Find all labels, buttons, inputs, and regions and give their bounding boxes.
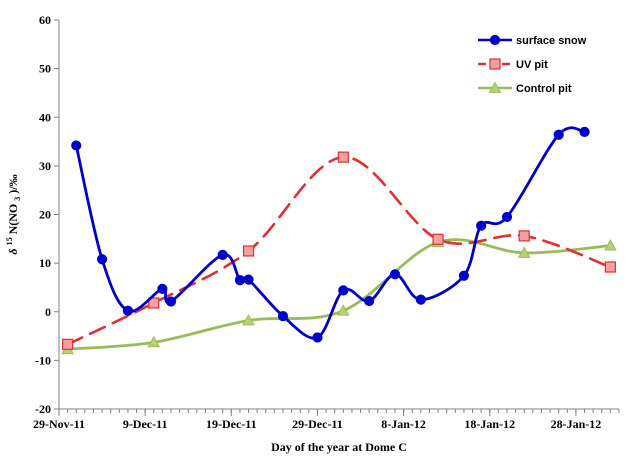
y-tick-label: 50 [39,62,51,76]
series-layer [61,126,617,355]
x-tick-label: 8-Jan-12 [381,417,426,431]
data-point-surface-snow [277,311,289,322]
data-point-uv-pit [432,233,444,245]
data-point-surface-snow [415,294,426,305]
series-uv-pit [62,151,616,350]
data-point-surface-snow [165,296,177,307]
data-point-control-pit [336,304,350,316]
data-point-uv-pit [604,261,616,273]
x-tick-label: 28-Jan-12 [551,417,602,431]
data-point-surface-snow [364,295,375,307]
y-tick-label: -20 [35,402,51,416]
y-axis-title-end: )/‰ [6,174,20,193]
series-surface-snow [71,126,590,343]
data-point-control-pit [604,239,617,251]
data-point-surface-snow [217,249,228,260]
data-point-uv-pit [148,297,160,309]
data-point-surface-snow [458,270,470,281]
y-axis-title-rest: N(NO [6,204,20,235]
data-point-surface-snow [234,275,246,286]
data-point-control-pit [242,313,255,326]
data-point-surface-snow [243,274,254,285]
y-tick-label: 20 [39,208,51,222]
y-tick-label: 60 [39,13,51,27]
data-point-uv-pit [518,230,530,242]
series-line-uv-pit [66,155,612,346]
legend-marker-uv-pit [489,58,501,70]
y-tick-label: 10 [39,256,51,270]
y-tick-label: 0 [45,305,51,319]
legend-marker-surface-snow [489,34,501,46]
x-tick-label: 29-Dec-11 [292,417,343,431]
y-tick-label: -10 [35,353,51,367]
data-point-surface-snow [157,283,168,294]
legend-marker-control-pit [488,81,502,93]
data-point-surface-snow [71,140,82,151]
data-point-surface-snow [122,305,134,316]
x-tick-label: 19-Dec-11 [206,417,257,431]
x-axis-title: Day of the year at Dome C [271,440,407,454]
data-point-surface-snow [553,129,564,140]
chart-legend: surface snow UV pit Control pit [478,34,587,95]
y-tick-label: 30 [39,159,51,173]
data-point-uv-pit [337,151,349,163]
data-point-surface-snow [476,220,487,231]
y-axis-ticks: -20 -10 0 10 20 30 40 50 60 [35,13,59,416]
data-point-uv-pit [62,338,74,350]
legend-label-control-pit: Control pit [516,83,572,95]
data-point-surface-snow [338,285,349,296]
x-tick-label: 9-Dec-11 [123,417,168,431]
legend-label-uv-pit: UV pit [516,59,548,71]
series-control-pit [61,235,617,355]
data-point-surface-snow [389,269,401,280]
data-point-uv-pit [242,245,255,257]
x-tick-label: 29-Nov-11 [33,417,85,431]
x-axis-ticks: 29-Nov-11 9-Dec-11 19-Dec-11 29-Dec-11 8-Jan… [33,409,620,431]
data-point-control-pit [147,335,161,348]
y-tick-label: 40 [39,110,51,124]
x-tick-label: 18-Jan-12 [464,417,515,431]
data-point-surface-snow [96,254,108,265]
data-point-surface-snow [579,126,590,137]
y-axis-title-delta: δ [6,248,20,254]
y-axis-title-sup: 15 [5,237,14,245]
y-axis-title-sub: 3 [13,197,22,201]
y-axis-title: δ 15 N(NO 3 )/‰ [1,174,23,254]
data-point-surface-snow [312,332,323,343]
data-point-surface-snow [501,211,513,223]
legend-label-surface-snow: surface snow [516,35,587,47]
data-point-control-pit [517,246,531,258]
